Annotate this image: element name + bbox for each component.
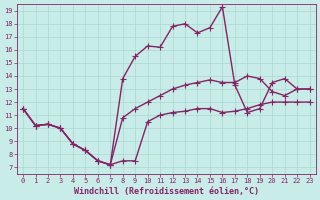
X-axis label: Windchill (Refroidissement éolien,°C): Windchill (Refroidissement éolien,°C)	[74, 187, 259, 196]
